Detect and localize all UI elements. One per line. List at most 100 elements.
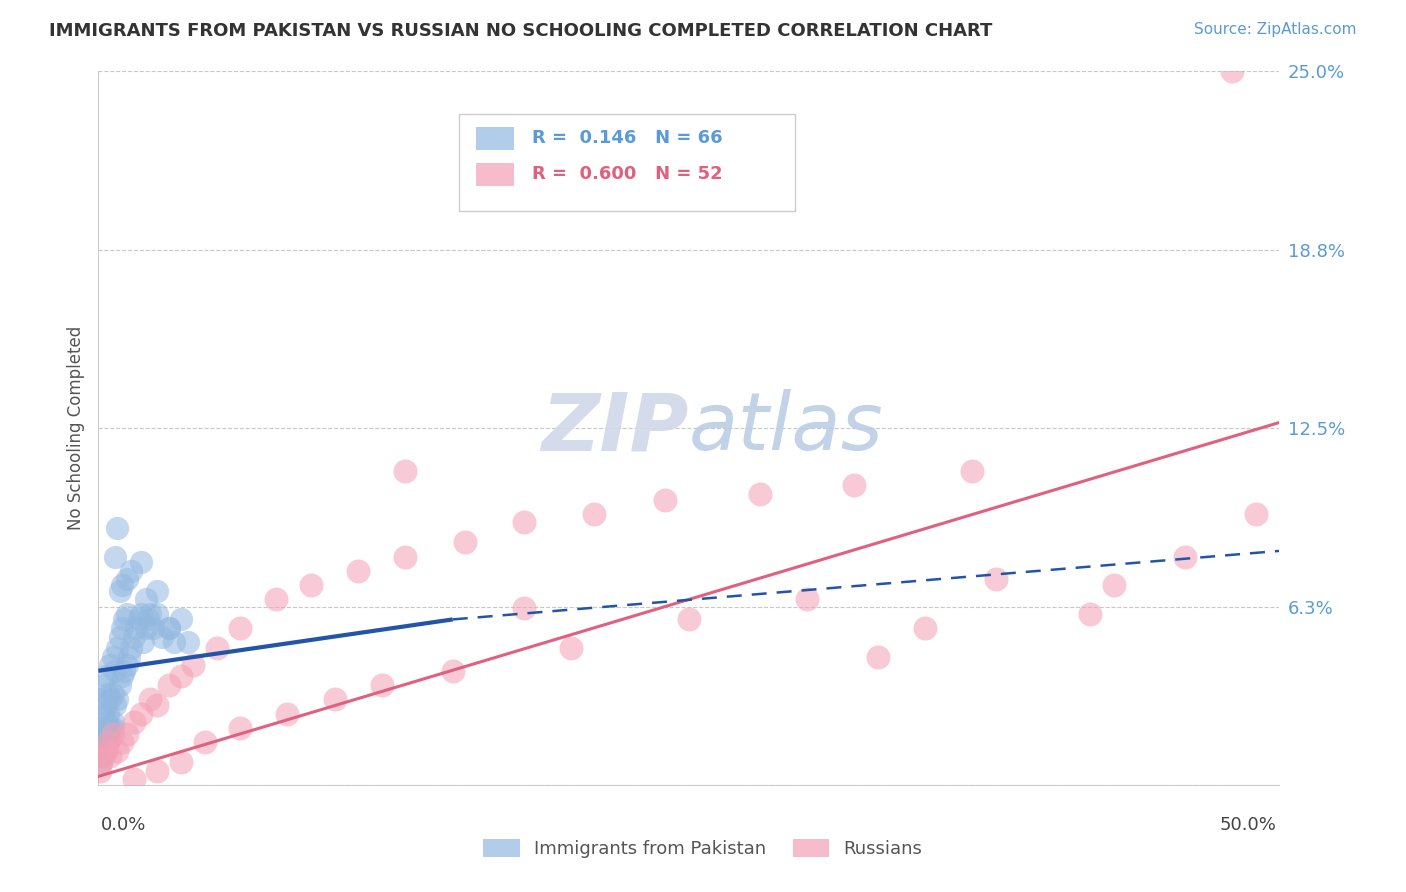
Point [111, 735, 134, 749]
Point [108, 630, 131, 644]
Point [101, 715, 124, 730]
Point [1174, 549, 1197, 564]
Point [90, 735, 112, 749]
Point [139, 607, 162, 621]
Point [170, 755, 193, 769]
Point [129, 607, 152, 621]
Point [101, 721, 124, 735]
Point [181, 658, 204, 673]
Point [97, 735, 120, 749]
Point [129, 706, 152, 721]
Point [146, 698, 169, 712]
Text: IMMIGRANTS FROM PAKISTAN VS RUSSIAN NO SCHOOLING COMPLETED CORRELATION CHART: IMMIGRANTS FROM PAKISTAN VS RUSSIAN NO S… [49, 22, 993, 40]
Point [91, 726, 114, 740]
Point [94, 744, 117, 758]
Point [678, 612, 700, 626]
Point [157, 621, 180, 635]
Text: 50.0%: 50.0% [1220, 816, 1277, 834]
Point [94, 744, 117, 758]
Point [135, 621, 157, 635]
Point [90, 692, 112, 706]
Point [796, 592, 818, 607]
Point [115, 573, 138, 587]
Point [984, 573, 1007, 587]
Point [136, 612, 159, 626]
Point [115, 658, 138, 673]
Point [89, 749, 111, 764]
Point [91, 678, 114, 692]
Point [98, 721, 121, 735]
Point [1220, 64, 1243, 78]
Point [323, 692, 346, 706]
Point [89, 764, 111, 778]
Point [132, 635, 155, 649]
Point [97, 706, 120, 721]
Point [122, 715, 145, 730]
Point [170, 612, 193, 626]
Point [111, 669, 134, 683]
Point [748, 487, 770, 501]
Point [146, 583, 169, 598]
Point [962, 464, 984, 478]
Point [101, 726, 124, 740]
Point [371, 678, 394, 692]
Point [111, 621, 134, 635]
Point [108, 583, 131, 598]
Point [94, 669, 117, 683]
Point [146, 607, 169, 621]
Text: R =  0.146   N = 66: R = 0.146 N = 66 [531, 129, 723, 147]
Point [150, 630, 173, 644]
Point [105, 521, 128, 535]
Point [177, 635, 200, 649]
Point [453, 535, 475, 549]
Point [142, 621, 165, 635]
Point [104, 549, 127, 564]
Legend: Immigrants from Pakistan, Russians: Immigrants from Pakistan, Russians [477, 831, 929, 865]
Point [115, 607, 138, 621]
Point [90, 721, 112, 735]
Point [146, 764, 169, 778]
Point [111, 578, 134, 592]
Point [94, 698, 117, 712]
Point [512, 516, 534, 530]
Point [157, 621, 180, 635]
Point [866, 649, 889, 664]
Bar [477, 127, 515, 150]
Point [94, 735, 117, 749]
Point [108, 678, 131, 692]
Point [91, 749, 114, 764]
Point [129, 555, 152, 569]
Point [105, 640, 128, 655]
Point [299, 578, 322, 592]
Text: atlas: atlas [689, 389, 884, 467]
Point [121, 564, 143, 578]
Point [128, 612, 150, 626]
Point [441, 664, 464, 678]
Point [98, 749, 121, 764]
Point [170, 669, 193, 683]
Point [229, 721, 252, 735]
Point [139, 692, 162, 706]
Point [98, 658, 121, 673]
Point [115, 726, 138, 740]
Point [90, 755, 112, 769]
FancyBboxPatch shape [458, 114, 796, 211]
Point [844, 478, 866, 492]
Text: R =  0.600   N = 52: R = 0.600 N = 52 [531, 165, 723, 183]
Point [97, 687, 120, 701]
Point [157, 678, 180, 692]
Point [118, 649, 141, 664]
Point [914, 621, 936, 635]
Point [1080, 607, 1102, 621]
Point [122, 772, 145, 787]
Point [163, 635, 186, 649]
Point [194, 735, 217, 749]
Text: Source: ZipAtlas.com: Source: ZipAtlas.com [1194, 22, 1357, 37]
Point [94, 715, 117, 730]
Point [105, 744, 128, 758]
Point [229, 621, 252, 635]
Point [112, 664, 135, 678]
Point [97, 726, 120, 740]
Point [394, 464, 416, 478]
Point [264, 592, 287, 607]
